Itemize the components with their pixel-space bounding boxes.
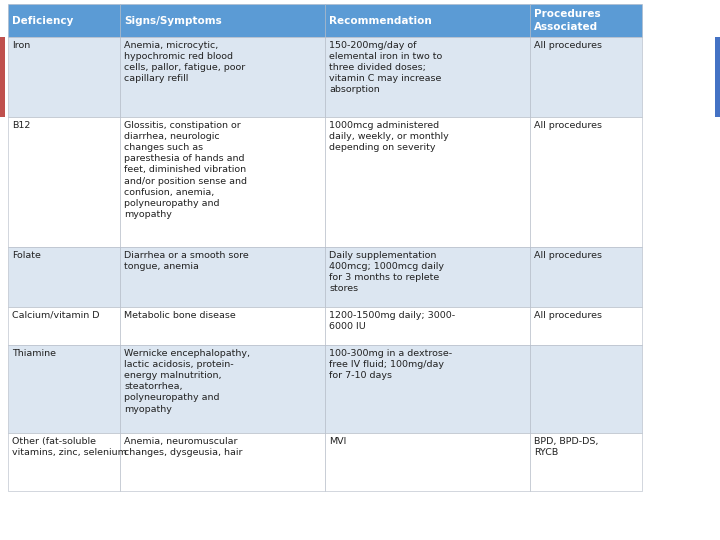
Text: Wernicke encephalopathy,
lactic acidosis, protein-
energy malnutrition,
steatorr: Wernicke encephalopathy, lactic acidosis… bbox=[124, 349, 250, 414]
Text: MVI: MVI bbox=[329, 437, 346, 446]
Text: Thiamine: Thiamine bbox=[12, 349, 56, 358]
Bar bbox=[120, 117, 325, 247]
Bar bbox=[8, 433, 120, 491]
Bar bbox=[120, 4, 325, 37]
Bar bbox=[530, 117, 642, 247]
Text: All procedures: All procedures bbox=[534, 41, 602, 50]
Text: Recommendation: Recommendation bbox=[329, 16, 432, 25]
Bar bbox=[120, 307, 325, 345]
Bar bbox=[530, 4, 642, 37]
Text: Glossitis, constipation or
diarrhea, neurologic
changes such as
paresthesia of h: Glossitis, constipation or diarrhea, neu… bbox=[124, 121, 247, 219]
Text: Diarrhea or a smooth sore
tongue, anemia: Diarrhea or a smooth sore tongue, anemia bbox=[124, 251, 248, 271]
Bar bbox=[530, 307, 642, 345]
Text: 100-300mg in a dextrose-
free IV fluid; 100mg/day
for 7-10 days: 100-300mg in a dextrose- free IV fluid; … bbox=[329, 349, 452, 380]
Bar bbox=[8, 345, 120, 433]
Bar bbox=[0, 37, 5, 117]
Bar bbox=[120, 345, 325, 433]
Text: Iron: Iron bbox=[12, 41, 30, 50]
Bar bbox=[530, 345, 642, 433]
Bar bbox=[8, 307, 120, 345]
Bar bbox=[325, 4, 530, 37]
Text: Folate: Folate bbox=[12, 251, 41, 260]
Bar bbox=[120, 247, 325, 307]
Bar bbox=[325, 307, 530, 345]
Text: All procedures: All procedures bbox=[534, 121, 602, 130]
Bar bbox=[120, 433, 325, 491]
Bar bbox=[530, 433, 642, 491]
Bar bbox=[8, 247, 120, 307]
Bar bbox=[8, 4, 120, 37]
Bar bbox=[325, 345, 530, 433]
Bar bbox=[120, 37, 325, 117]
Text: All procedures: All procedures bbox=[534, 311, 602, 320]
Text: Signs/Symptoms: Signs/Symptoms bbox=[124, 16, 222, 25]
Bar bbox=[530, 37, 642, 117]
Text: Metabolic bone disease: Metabolic bone disease bbox=[124, 311, 235, 320]
Text: Anemia, neuromuscular
changes, dysgeusia, hair: Anemia, neuromuscular changes, dysgeusia… bbox=[124, 437, 243, 457]
Bar bbox=[8, 37, 120, 117]
Text: Calcium/vitamin D: Calcium/vitamin D bbox=[12, 311, 99, 320]
Bar bbox=[325, 247, 530, 307]
Text: 1000mcg administered
daily, weekly, or monthly
depending on severity: 1000mcg administered daily, weekly, or m… bbox=[329, 121, 449, 152]
Text: Anemia, microcytic,
hypochromic red blood
cells, pallor, fatigue, poor
capillary: Anemia, microcytic, hypochromic red bloo… bbox=[124, 41, 246, 83]
Text: Daily supplementation
400mcg; 1000mcg daily
for 3 months to replete
stores: Daily supplementation 400mcg; 1000mcg da… bbox=[329, 251, 444, 293]
Bar bbox=[325, 433, 530, 491]
Text: Procedures
Associated: Procedures Associated bbox=[534, 9, 600, 32]
Text: 1200-1500mg daily; 3000-
6000 IU: 1200-1500mg daily; 3000- 6000 IU bbox=[329, 311, 455, 331]
Bar bbox=[325, 37, 530, 117]
Text: Deficiency: Deficiency bbox=[12, 16, 73, 25]
Text: Other (fat-soluble
vitamins, zinc, selenium: Other (fat-soluble vitamins, zinc, selen… bbox=[12, 437, 127, 457]
Text: 150-200mg/day of
elemental iron in two to
three divided doses;
vitamin C may inc: 150-200mg/day of elemental iron in two t… bbox=[329, 41, 442, 94]
Text: BPD, BPD-DS,
RYCB: BPD, BPD-DS, RYCB bbox=[534, 437, 598, 457]
Bar bbox=[530, 247, 642, 307]
Bar bbox=[8, 117, 120, 247]
Text: All procedures: All procedures bbox=[534, 251, 602, 260]
Bar bbox=[715, 37, 720, 117]
Bar bbox=[325, 117, 530, 247]
Text: B12: B12 bbox=[12, 121, 30, 130]
